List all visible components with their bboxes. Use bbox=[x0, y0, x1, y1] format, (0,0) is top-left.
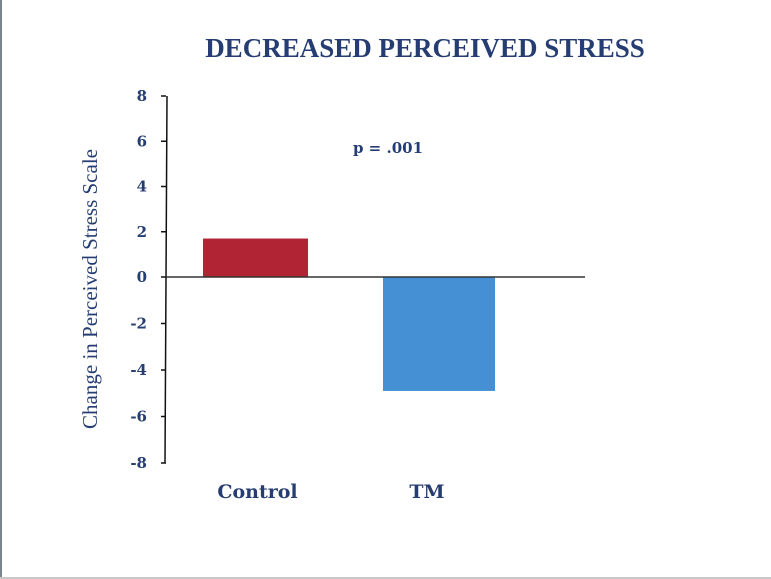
y-tick-label: 0 bbox=[137, 268, 147, 286]
y-axis-line bbox=[164, 95, 168, 464]
y-tick-label: 6 bbox=[137, 132, 147, 150]
y-tick-label: -8 bbox=[130, 454, 147, 472]
y-tick-label: 4 bbox=[137, 178, 147, 196]
category-label: TM bbox=[409, 481, 444, 503]
y-tick-label: 2 bbox=[137, 223, 147, 241]
y-tick-label: 8 bbox=[137, 87, 147, 105]
category-label: Control bbox=[217, 481, 297, 503]
bar-tm bbox=[383, 277, 495, 391]
frame-left-border bbox=[0, 0, 2, 579]
y-tick-label: -2 bbox=[130, 315, 147, 333]
p-value-annotation: p = .001 bbox=[353, 139, 423, 157]
y-tick-label: -6 bbox=[130, 408, 147, 426]
y-tick-label: -4 bbox=[130, 361, 147, 379]
chart-title: DECREASED PERCEIVED STRESS bbox=[205, 33, 645, 63]
bar-control bbox=[203, 238, 308, 277]
y-axis-label: Change in Perceived Stress Scale bbox=[78, 149, 102, 429]
frame-bottom-border bbox=[0, 577, 771, 579]
